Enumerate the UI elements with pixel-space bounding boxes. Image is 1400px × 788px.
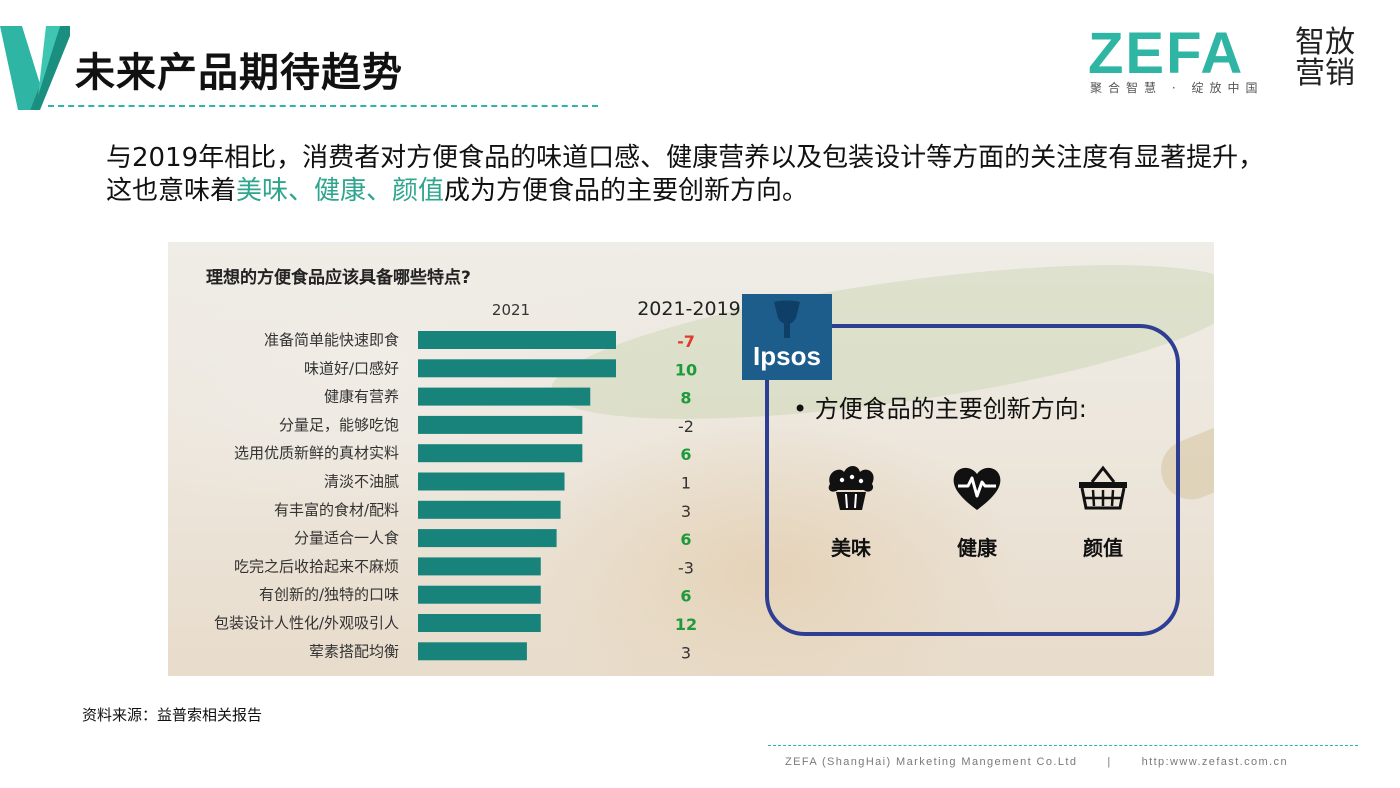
bar-chart: 理想的方便食品应该具备哪些特点? 2021 2021-2019 准备简单能快速即…: [206, 267, 741, 662]
footer-divider: [768, 745, 1358, 746]
footer-separator: |: [1107, 756, 1112, 768]
change-value: 3: [681, 502, 691, 521]
heart-pulse-icon: [953, 467, 1001, 510]
footer-company: ZEFA (ShangHai) Marketing Mangement Co.L…: [785, 756, 1078, 768]
category-label: 荤素搭配均衡: [309, 642, 399, 660]
brand-slogan: 聚合智慧 · 绽放中国: [1090, 81, 1264, 95]
change-value: 6: [680, 445, 691, 464]
footer-info: ZEFA (ShangHai) Marketing Mangement Co.L…: [785, 756, 1288, 768]
category-label: 健康有营养: [324, 388, 399, 406]
bar: [418, 557, 541, 576]
direction-item-taste: 美味: [816, 464, 886, 561]
bar: [418, 614, 541, 632]
innovation-callout-box: [765, 324, 1180, 636]
bar: [418, 529, 557, 548]
change-value: 6: [680, 587, 691, 606]
category-label: 吃完之后收拾起来不麻烦: [234, 557, 399, 575]
ipsos-logo-text: Ipsos: [753, 341, 821, 371]
category-label: 分量适合一人食: [294, 529, 399, 547]
page-title: 未来产品期待趋势: [75, 50, 403, 96]
footer-url: http:www.zefast.com.cn: [1141, 756, 1288, 768]
bar: [418, 585, 541, 604]
bar: [418, 444, 583, 463]
chart-title: 理想的方便食品应该具备哪些特点?: [206, 267, 471, 288]
direction-label-looks: 颜值: [1083, 536, 1123, 560]
title-divider: [48, 105, 598, 107]
change-value: -7: [677, 332, 695, 351]
bar: [418, 331, 616, 349]
intro-highlight: 美味、健康、颜值: [236, 176, 445, 206]
category-label: 准备简单能快速即食: [264, 331, 399, 349]
change-value: 1: [681, 474, 691, 493]
category-label: 味道好/口感好: [304, 359, 399, 377]
category-label: 有创新的/独特的口味: [259, 586, 399, 604]
brand-wordmark: ZEFA: [1088, 21, 1245, 86]
direction-item-looks: 颜值: [1068, 464, 1138, 561]
change-value: -3: [678, 558, 694, 577]
chart-change-header: 2021-2019: [637, 298, 741, 320]
category-label: 分量足，能够吃饱: [279, 416, 399, 434]
cupcake-icon: [828, 466, 874, 510]
ipsos-logo: Ipsos: [742, 294, 832, 380]
intro-text-part2: 成为方便食品的主要创新方向。: [444, 176, 809, 206]
brand-logo: ZEFA 智放营销 聚合智慧 · 绽放中国: [1088, 21, 1363, 96]
bar: [418, 359, 616, 378]
source-note: 资料来源：益普索相关报告: [82, 706, 263, 724]
change-value: -2: [678, 417, 694, 436]
intro-paragraph: 与2019年相比，消费者对方便食品的味道口感、健康营养以及包装设计等方面的关注度…: [106, 142, 1286, 208]
bar: [418, 472, 565, 491]
category-label: 有丰富的食材/配料: [274, 501, 399, 519]
change-value: 3: [681, 643, 691, 662]
change-value: 10: [675, 360, 697, 379]
direction-label-taste: 美味: [831, 536, 871, 560]
chart-panel: 理想的方便食品应该具备哪些特点? 2021 2021-2019 准备简单能快速即…: [168, 242, 1214, 676]
ipsos-mark-icon: [774, 300, 800, 338]
change-value: 12: [675, 615, 697, 634]
callout-heading: • 方便食品的主要创新方向:: [793, 395, 1087, 423]
category-label: 包装设计人性化/外观吸引人: [214, 614, 399, 632]
category-label: 清淡不油腻: [324, 473, 399, 491]
direction-label-health: 健康: [957, 536, 997, 560]
change-value: 8: [680, 389, 691, 408]
bar: [418, 500, 561, 519]
brand-chinese-name: 智放营销: [1295, 25, 1355, 91]
bar: [418, 415, 583, 434]
intro-text-part1: 与2019年相比，消费者对方便食品的味道口感、健康营养以及包装设计等方面的关注度…: [106, 143, 1265, 206]
bar: [418, 642, 527, 661]
section-v-logo: [0, 26, 70, 110]
basket-icon: [1079, 465, 1127, 510]
direction-item-health: 健康: [942, 464, 1012, 561]
change-value: 6: [680, 530, 691, 549]
bar: [418, 387, 591, 406]
chart-year-label: 2021: [492, 301, 530, 319]
category-label: 选用优质新鲜的真材实料: [234, 444, 399, 462]
